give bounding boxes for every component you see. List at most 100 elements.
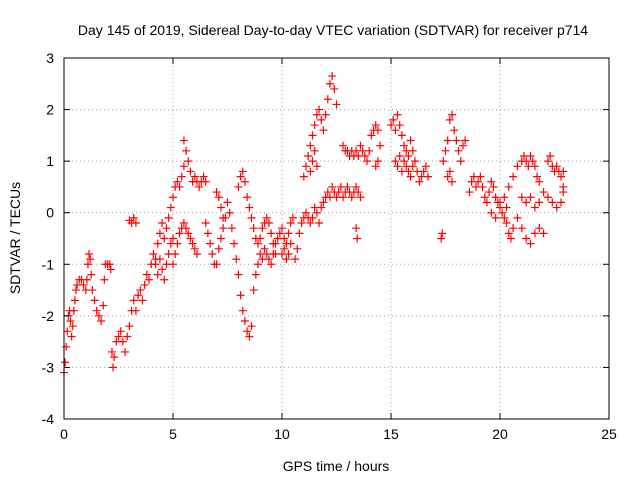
data-point — [389, 115, 398, 124]
data-point — [164, 213, 173, 222]
data-point — [415, 177, 424, 186]
data-point — [249, 286, 258, 295]
data-point — [63, 327, 72, 336]
data-point — [62, 342, 71, 351]
data-point — [393, 110, 402, 119]
data-point — [201, 219, 210, 228]
y-tick-label: 0 — [46, 205, 54, 221]
data-point — [186, 234, 195, 243]
data-point — [356, 193, 365, 202]
data-point — [506, 234, 515, 243]
data-point — [528, 157, 537, 166]
x-tick-label: 25 — [601, 426, 617, 442]
data-point — [306, 167, 315, 176]
data-point — [114, 332, 123, 341]
data-point — [360, 151, 369, 160]
data-point — [308, 157, 317, 166]
data-point — [240, 317, 249, 326]
y-tick-label: 3 — [46, 50, 54, 66]
data-point — [315, 105, 324, 114]
data-point — [140, 280, 149, 289]
data-point — [186, 167, 195, 176]
data-point — [301, 162, 310, 171]
data-point — [216, 203, 225, 212]
data-point — [557, 172, 566, 181]
data-point — [454, 146, 463, 155]
data-point — [123, 332, 132, 341]
data-point — [513, 213, 522, 222]
data-point — [371, 162, 380, 171]
data-point — [99, 301, 108, 310]
data-point — [175, 182, 184, 191]
data-point — [243, 193, 252, 202]
data-point — [158, 265, 167, 274]
data-point — [474, 177, 483, 186]
data-point — [271, 239, 280, 248]
data-point — [539, 229, 548, 238]
data-point — [321, 110, 330, 119]
data-point — [301, 208, 310, 217]
data-point — [391, 126, 400, 135]
data-point — [214, 193, 223, 202]
data-point — [86, 255, 95, 264]
data-point — [513, 162, 522, 171]
data-point — [328, 72, 337, 81]
data-point — [94, 311, 103, 320]
data-point — [247, 213, 256, 222]
data-point — [308, 213, 317, 222]
data-point — [203, 229, 212, 238]
data-point — [548, 198, 557, 207]
data-point — [69, 306, 78, 315]
data-point — [543, 193, 552, 202]
data-point — [319, 126, 328, 135]
data-point — [238, 306, 247, 315]
data-point — [145, 275, 154, 284]
data-point — [247, 322, 256, 331]
data-point — [230, 239, 239, 248]
data-point — [354, 188, 363, 197]
data-point — [179, 162, 188, 171]
data-point — [284, 229, 293, 238]
data-point — [325, 79, 334, 88]
data-point — [70, 296, 79, 305]
data-point — [332, 100, 341, 109]
data-point — [299, 172, 308, 181]
data-point — [184, 157, 193, 166]
data-point — [406, 136, 415, 145]
data-point — [258, 224, 267, 233]
y-axis-label: SDTVAR / TECUs — [7, 182, 23, 294]
data-point — [500, 193, 509, 202]
data-point — [219, 224, 228, 233]
data-point — [546, 151, 555, 160]
data-point — [410, 157, 419, 166]
data-point — [79, 280, 88, 289]
data-point — [535, 177, 544, 186]
data-point — [71, 286, 80, 295]
data-point — [487, 177, 496, 186]
data-point — [419, 167, 428, 176]
data-point — [225, 208, 234, 217]
data-point — [166, 239, 175, 248]
data-point — [395, 121, 404, 130]
data-point — [182, 224, 191, 233]
data-point — [498, 208, 507, 217]
data-point — [480, 193, 489, 202]
data-point — [522, 198, 531, 207]
data-point — [236, 291, 245, 300]
data-point — [404, 167, 413, 176]
data-point — [406, 172, 415, 181]
data-point — [328, 182, 337, 191]
data-point — [82, 275, 91, 284]
data-point — [330, 84, 339, 93]
data-point — [179, 219, 188, 228]
data-point — [526, 193, 535, 202]
data-point — [443, 136, 452, 145]
gridlines — [64, 58, 609, 419]
data-point — [535, 198, 544, 207]
data-point — [83, 260, 92, 269]
data-point — [363, 157, 372, 166]
data-point — [212, 260, 221, 269]
data-point — [478, 182, 487, 191]
data-point — [408, 146, 417, 155]
data-point — [234, 182, 243, 191]
